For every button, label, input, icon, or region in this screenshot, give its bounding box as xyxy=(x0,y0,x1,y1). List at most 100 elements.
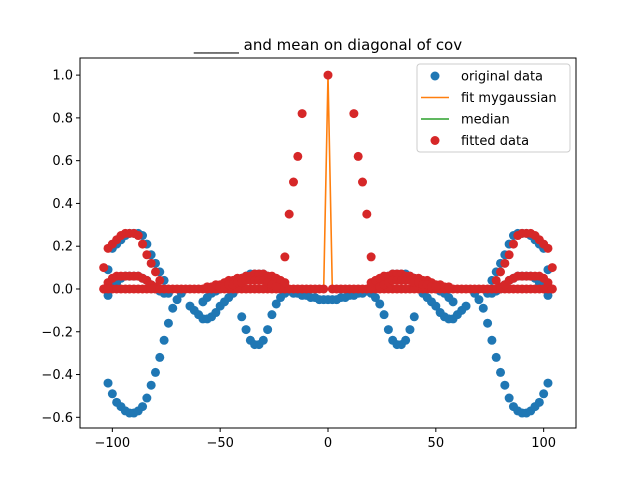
data-point xyxy=(513,284,523,294)
data-point xyxy=(461,301,471,311)
data-point xyxy=(370,293,380,303)
y-tick-label: 0.4 xyxy=(52,197,73,212)
data-point xyxy=(284,209,294,219)
series-fitted-data xyxy=(99,70,557,294)
x-tick-label: −100 xyxy=(94,436,130,451)
data-point xyxy=(241,284,251,294)
data-point xyxy=(172,284,182,294)
y-tick-label: −0.6 xyxy=(41,411,73,426)
data-point xyxy=(112,284,122,294)
data-point xyxy=(375,299,385,309)
data-point xyxy=(293,284,303,294)
data-point xyxy=(319,284,329,294)
x-tick-label: 50 xyxy=(428,436,445,451)
data-point xyxy=(293,151,303,161)
data-point xyxy=(366,284,376,294)
data-point xyxy=(379,310,389,320)
data-point xyxy=(478,303,488,313)
x-tick-label: 0 xyxy=(324,436,332,451)
chart-title: ______ and mean on diagonal of cov xyxy=(193,36,462,55)
legend-marker xyxy=(430,136,440,145)
data-point xyxy=(271,282,281,292)
y-tick-label: 0.0 xyxy=(52,282,73,297)
data-point xyxy=(349,109,359,119)
data-point xyxy=(301,284,311,294)
data-point xyxy=(431,282,441,292)
data-point xyxy=(496,267,506,277)
data-point xyxy=(163,318,173,328)
data-point xyxy=(543,290,553,300)
data-point xyxy=(547,263,557,273)
data-point xyxy=(138,284,148,294)
data-point xyxy=(142,250,152,260)
data-point xyxy=(237,312,247,322)
data-point xyxy=(500,258,510,268)
data-point xyxy=(547,284,557,294)
data-point xyxy=(543,243,553,253)
data-point xyxy=(483,318,493,328)
data-point xyxy=(310,284,320,294)
data-point xyxy=(250,284,260,294)
y-tick-label: 0.6 xyxy=(52,154,73,169)
data-point xyxy=(340,284,350,294)
y-tick-label: 0.2 xyxy=(52,240,73,255)
data-point xyxy=(332,284,342,294)
data-point xyxy=(401,284,411,294)
legend-box xyxy=(416,63,571,153)
data-point xyxy=(362,209,372,219)
data-point xyxy=(401,335,411,345)
data-point xyxy=(508,239,518,249)
data-point xyxy=(405,325,415,335)
data-point xyxy=(358,177,368,187)
y-tick-label: 0.8 xyxy=(52,111,73,126)
legend: original data fit mygaussian median fitted … xyxy=(416,63,571,153)
data-point xyxy=(349,284,359,294)
data-point xyxy=(539,389,549,399)
data-point xyxy=(496,367,506,377)
data-point xyxy=(383,325,393,335)
data-point xyxy=(530,284,540,294)
data-point xyxy=(521,284,531,294)
data-point xyxy=(258,335,268,345)
legend-marker xyxy=(430,71,440,81)
data-point xyxy=(133,231,143,241)
data-point xyxy=(543,278,553,288)
axes-frame xyxy=(79,57,577,429)
data-point xyxy=(534,397,544,407)
data-point xyxy=(99,263,109,273)
data-point xyxy=(159,335,169,345)
data-point xyxy=(155,352,165,362)
data-point xyxy=(452,284,462,294)
data-point xyxy=(258,284,268,294)
data-point xyxy=(172,295,182,305)
data-point xyxy=(189,284,199,294)
data-point xyxy=(444,282,454,292)
data-point xyxy=(181,284,191,294)
data-point xyxy=(284,284,294,294)
data-point xyxy=(280,278,290,288)
data-point xyxy=(163,284,173,294)
data-point xyxy=(103,378,113,388)
data-point xyxy=(392,284,402,294)
x-axis: −100 −50 0 50 100 xyxy=(94,428,556,451)
data-point xyxy=(431,301,441,311)
data-point xyxy=(491,352,501,362)
data-point xyxy=(461,284,471,294)
data-point xyxy=(280,252,290,262)
data-point xyxy=(500,380,510,390)
data-point xyxy=(487,335,497,345)
data-point xyxy=(150,367,160,377)
data-point xyxy=(297,109,307,119)
data-point xyxy=(470,284,480,294)
data-point xyxy=(103,290,113,300)
legend-label: fitted data xyxy=(461,134,529,149)
data-point xyxy=(155,275,165,285)
data-point xyxy=(211,308,221,318)
data-point xyxy=(155,284,165,294)
data-point xyxy=(474,295,484,305)
data-point xyxy=(263,325,273,335)
data-point xyxy=(478,284,488,294)
y-axis: −0.6 −0.4 −0.2 0.0 0.2 0.4 0.6 0.8 1.0 xyxy=(41,69,80,426)
y-tick-label: 1.0 xyxy=(52,69,73,84)
